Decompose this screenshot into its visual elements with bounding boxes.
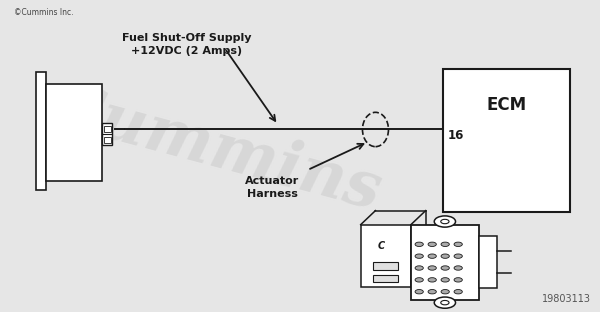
- Bar: [103, 123, 112, 145]
- Circle shape: [428, 290, 436, 294]
- Text: Actuator
Harness: Actuator Harness: [245, 176, 299, 199]
- Bar: [36, 72, 46, 190]
- Circle shape: [441, 290, 449, 294]
- Circle shape: [441, 242, 449, 246]
- Bar: [46, 84, 103, 181]
- Bar: [373, 262, 398, 270]
- Circle shape: [415, 278, 424, 282]
- Text: 19803113: 19803113: [542, 294, 591, 304]
- Circle shape: [454, 254, 463, 258]
- Text: Fuel Shut-Off Supply
+12VDC (2 Amps): Fuel Shut-Off Supply +12VDC (2 Amps): [122, 33, 251, 56]
- Circle shape: [434, 297, 455, 308]
- Circle shape: [454, 266, 463, 270]
- Bar: [361, 225, 411, 287]
- Circle shape: [428, 266, 436, 270]
- Circle shape: [415, 242, 424, 246]
- Circle shape: [454, 242, 463, 246]
- Circle shape: [454, 290, 463, 294]
- Circle shape: [441, 254, 449, 258]
- Circle shape: [415, 254, 424, 258]
- Bar: [411, 225, 479, 300]
- Text: ECM: ECM: [487, 95, 527, 114]
- Text: C: C: [377, 241, 385, 251]
- Bar: [104, 137, 111, 143]
- Text: Cummins: Cummins: [44, 76, 388, 223]
- Text: 16: 16: [448, 129, 464, 142]
- Circle shape: [415, 290, 424, 294]
- Circle shape: [454, 278, 463, 282]
- Bar: [104, 126, 111, 132]
- Bar: [373, 275, 398, 282]
- Bar: [479, 236, 497, 288]
- Circle shape: [434, 216, 455, 227]
- Circle shape: [428, 242, 436, 246]
- Circle shape: [441, 266, 449, 270]
- Circle shape: [428, 254, 436, 258]
- Circle shape: [415, 266, 424, 270]
- Bar: [443, 69, 571, 212]
- Circle shape: [441, 278, 449, 282]
- Text: ©Cummins Inc.: ©Cummins Inc.: [14, 8, 73, 17]
- Circle shape: [428, 278, 436, 282]
